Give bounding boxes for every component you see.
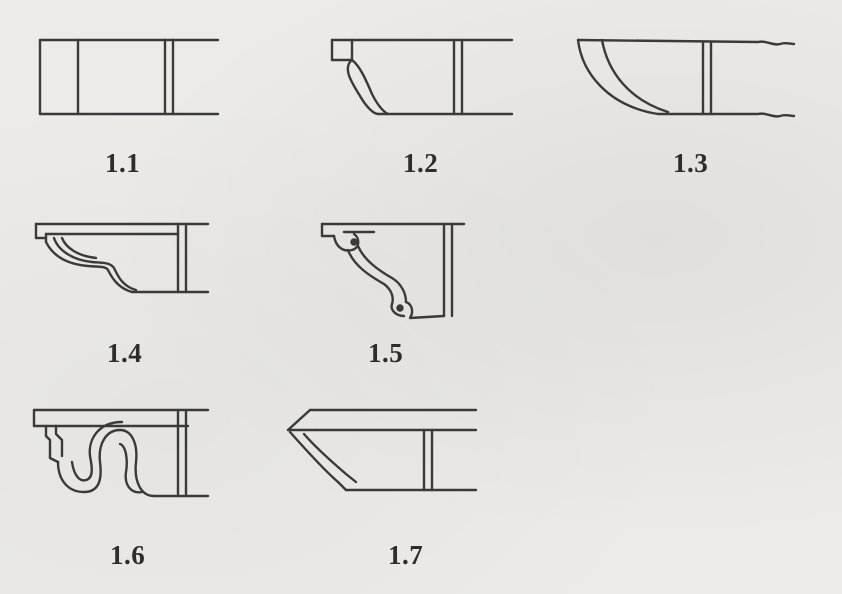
figure-label-1-2: 1.2 <box>403 148 439 178</box>
cornice-profile-1-6 <box>28 400 228 510</box>
figure-label-1-5: 1.5 <box>368 338 404 368</box>
cornice-profile-1-2 <box>322 28 522 128</box>
cornice-profile-1-3 <box>568 28 808 128</box>
cornice-profile-1-5 <box>314 212 494 332</box>
figure-label-1-7: 1.7 <box>388 540 424 570</box>
cornice-profile-1-4 <box>28 210 228 310</box>
cornice-profile-1-1 <box>30 28 230 128</box>
figure-label-1-3: 1.3 <box>673 148 709 178</box>
figure-label-1-1: 1.1 <box>105 148 141 178</box>
bleed-through-texture <box>520 185 842 594</box>
figure-label-1-6: 1.6 <box>110 540 146 570</box>
figure-label-1-4: 1.4 <box>107 338 143 368</box>
cornice-profile-1-7 <box>276 400 496 510</box>
